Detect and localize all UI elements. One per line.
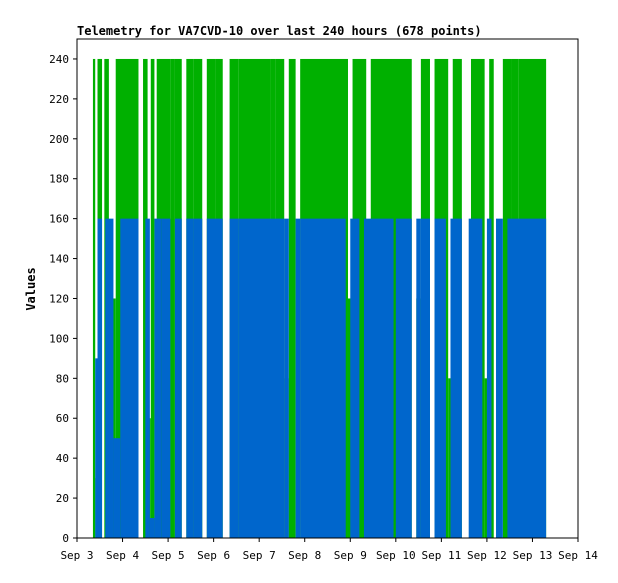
series-2-segment xyxy=(284,218,289,538)
series-2-segment xyxy=(496,218,503,538)
series-2-segment xyxy=(154,218,162,538)
series-2-segment xyxy=(416,218,421,538)
series-1-segment xyxy=(150,58,155,539)
series-2-segment xyxy=(395,218,412,538)
y-tick-label: 180 xyxy=(49,173,69,186)
y-tick-label: 140 xyxy=(49,253,69,266)
series-2-segment xyxy=(363,218,394,538)
x-tick-label: Sep 7 xyxy=(243,549,276,562)
x-tick-label: Sep 8 xyxy=(288,549,321,562)
series-1-segment xyxy=(143,58,148,539)
y-tick-label: 20 xyxy=(56,492,69,505)
series-1-segment xyxy=(92,58,96,539)
y-tick-label: 80 xyxy=(56,372,69,385)
series-2-segment xyxy=(97,218,103,538)
x-tick-label: Sep 13 xyxy=(513,549,553,562)
series-1-segment xyxy=(170,58,175,539)
series-1-segment xyxy=(489,58,494,539)
series-2-segment xyxy=(105,218,114,538)
series-2-segment xyxy=(206,218,223,538)
x-tick-label: Sep 6 xyxy=(197,549,230,562)
series-2-segment xyxy=(350,218,360,538)
y-tick-label: 40 xyxy=(56,452,69,465)
series-2-segment xyxy=(300,218,346,538)
y-tick-label: 60 xyxy=(56,412,69,425)
plot-series xyxy=(92,58,547,539)
y-tick-label: 120 xyxy=(49,292,69,305)
y-tick-label: 240 xyxy=(49,53,69,66)
series-2-segment xyxy=(120,218,139,538)
series-1-segment xyxy=(288,58,296,539)
x-tick-label: Sep 9 xyxy=(334,549,367,562)
series-2-segment xyxy=(145,218,150,538)
y-axis-ticks: 0 20 40 60 80 100 120 140 160 180 200 220 240 xyxy=(49,53,77,545)
series-2-segment xyxy=(174,218,182,538)
series-2-segment xyxy=(486,218,492,538)
series-2-segment xyxy=(149,518,155,538)
y-tick-label: 0 xyxy=(62,532,69,545)
x-tick-label: Sep 4 xyxy=(106,549,139,562)
series-2-segment xyxy=(420,218,430,538)
series-2-segment xyxy=(193,218,203,538)
chart-title: Telemetry for VA7CVD-10 over last 240 ho… xyxy=(77,24,482,38)
y-tick-label: 200 xyxy=(49,133,69,146)
series-1-segment xyxy=(484,378,490,538)
series-2-segment xyxy=(113,438,121,538)
x-axis-ticks: Sep 3 Sep 4 Sep 5 Sep 6 Sep 7 Sep 8 Sep 9 Sep 1… xyxy=(60,538,598,562)
series-2-segment xyxy=(238,218,285,538)
x-tick-label: Sep 3 xyxy=(60,549,93,562)
x-tick-label: Sep 10 xyxy=(376,549,416,562)
series-2-segment xyxy=(507,218,547,538)
y-tick-label: 160 xyxy=(49,213,69,226)
x-tick-label: Sep 11 xyxy=(421,549,461,562)
series-2-segment xyxy=(434,218,446,538)
y-axis-label: Values xyxy=(24,267,38,310)
y-tick-label: 100 xyxy=(49,332,69,345)
series-2-segment xyxy=(95,358,98,538)
x-tick-label: Sep 5 xyxy=(152,549,185,562)
x-tick-label: Sep 14 xyxy=(558,549,598,562)
plot-frame xyxy=(76,38,579,539)
series-2-segment xyxy=(468,218,483,538)
series-2 xyxy=(95,218,547,538)
series-2-segment xyxy=(450,218,462,538)
series-2-segment xyxy=(186,218,194,538)
series-2-segment xyxy=(161,218,171,538)
series-2-segment xyxy=(229,218,239,538)
series-2-segment xyxy=(295,218,301,538)
y-tick-label: 220 xyxy=(49,93,69,106)
x-tick-label: Sep 12 xyxy=(467,549,507,562)
